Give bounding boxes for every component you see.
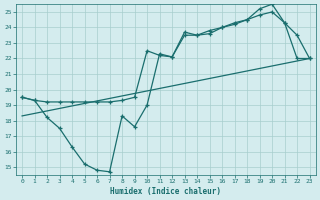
X-axis label: Humidex (Indice chaleur): Humidex (Indice chaleur) xyxy=(110,187,221,196)
